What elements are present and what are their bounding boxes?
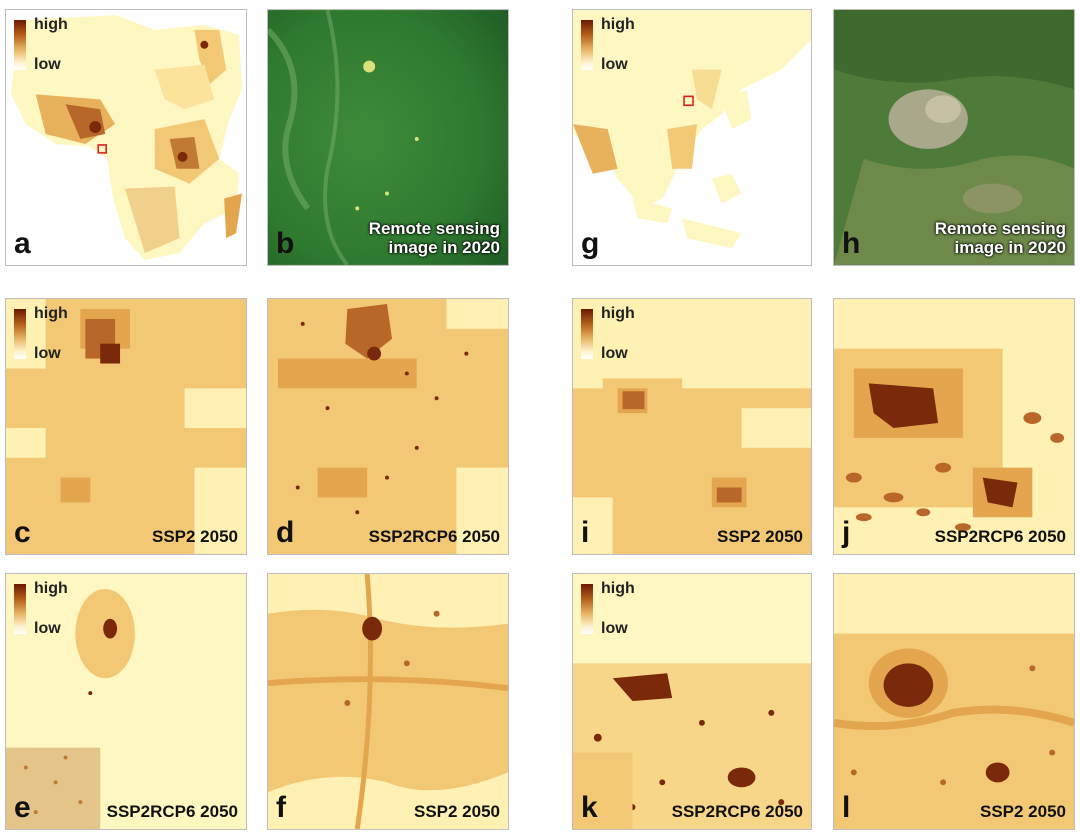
legend-low-label: low: [601, 56, 628, 73]
panel-caption: SSP2 2050: [413, 802, 500, 822]
legend-low-label: low: [601, 345, 628, 362]
panel-f-ssp2-2050: SSP2 2050 f: [267, 573, 509, 830]
red-square-marker-icon: [97, 144, 107, 154]
panel-label: a: [14, 227, 31, 260]
legend-low-label: low: [34, 345, 61, 362]
panel-label: c: [14, 516, 31, 549]
legend-low-label: low: [601, 620, 628, 637]
panel-i-ssp2-2050: high low SSP2 2050 i: [572, 298, 812, 555]
legend-high-label: high: [34, 16, 68, 33]
legend-high-label: high: [601, 16, 635, 33]
panel-caption: SSP2 2050: [979, 802, 1066, 822]
panel-label: e: [14, 791, 31, 824]
color-gradient-legend-icon: high low: [579, 305, 659, 367]
asia-map: [573, 10, 811, 265]
panel-a-africa-map: high low a: [5, 9, 247, 266]
legend-high-label: high: [601, 580, 635, 597]
color-gradient-legend-icon: high low: [579, 580, 659, 642]
projection-map: [6, 299, 246, 554]
panel-d-ssp2rcp6-2050: SSP2RCP6 2050 d: [267, 298, 509, 555]
panel-caption: SSP2RCP6 2050: [934, 527, 1066, 547]
red-square-marker-icon: [683, 95, 694, 107]
panel-caption: SSP2RCP6 2050: [106, 802, 238, 822]
projection-map: [268, 299, 508, 554]
panel-label: l: [842, 791, 851, 824]
projection-map: [834, 299, 1074, 554]
legend-low-label: low: [34, 56, 61, 73]
projection-map: [573, 574, 811, 829]
panel-caption: Remote sensing image in 2020: [369, 219, 500, 258]
panel-label: f: [276, 791, 286, 824]
panel-label: k: [581, 791, 598, 824]
panel-label: j: [842, 516, 851, 549]
satellite-image: [268, 10, 508, 265]
legend-high-label: high: [601, 305, 635, 322]
africa-map: [6, 10, 246, 265]
panel-l-ssp2-2050: SSP2 2050 l: [833, 573, 1075, 830]
panel-b-remote-sensing: Remote sensing image in 2020 b: [267, 9, 509, 266]
panel-j-ssp2rcp6-2050: SSP2RCP6 2050 j: [833, 298, 1075, 555]
panel-h-remote-sensing: Remote sensing image in 2020 h: [833, 9, 1075, 266]
panel-e-ssp2rcp6-2050: high low SSP2RCP6 2050 e: [5, 573, 247, 830]
caption-line: Remote sensing: [934, 218, 1066, 238]
panel-caption: Remote sensing image in 2020: [935, 219, 1066, 258]
panel-label: d: [276, 516, 295, 549]
projection-map: [573, 299, 811, 554]
satellite-image: [834, 10, 1074, 265]
panel-caption: SSP2RCP6 2050: [368, 527, 500, 547]
panel-label: b: [276, 227, 295, 260]
panel-label: g: [581, 227, 600, 260]
color-gradient-legend-icon: high low: [579, 16, 659, 78]
projection-map: [268, 574, 508, 829]
color-gradient-legend-icon: high low: [12, 305, 92, 367]
color-gradient-legend-icon: high low: [12, 580, 92, 642]
legend-high-label: high: [34, 580, 68, 597]
panel-caption: SSP2 2050: [151, 527, 238, 547]
legend-high-label: high: [34, 305, 68, 322]
legend-low-label: low: [34, 620, 61, 637]
panel-c-ssp2-2050: high low SSP2 2050 c: [5, 298, 247, 555]
panel-caption: SSP2 2050: [716, 527, 803, 547]
caption-line: image in 2020: [388, 238, 500, 258]
panel-caption: SSP2RCP6 2050: [671, 802, 803, 822]
caption-line: Remote sensing: [368, 218, 500, 238]
projection-map: [834, 574, 1074, 829]
caption-line: image in 2020: [954, 238, 1066, 258]
panel-label: i: [581, 516, 590, 549]
panel-label: h: [842, 227, 861, 260]
color-gradient-legend-icon: high low: [12, 16, 92, 78]
panel-k-ssp2rcp6-2050: high low SSP2RCP6 2050 k: [572, 573, 812, 830]
projection-map: [6, 574, 246, 829]
panel-g-asia-map: high low g: [572, 9, 812, 266]
